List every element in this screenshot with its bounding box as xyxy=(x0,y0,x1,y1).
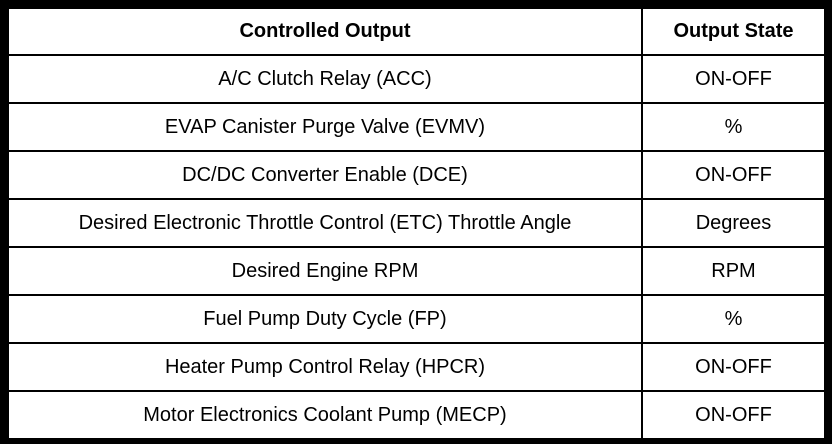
header-row: Controlled Output Output State xyxy=(7,7,826,56)
output-name-cell: Fuel Pump Duty Cycle (FP) xyxy=(7,294,643,344)
header-cell: Controlled Output xyxy=(7,7,643,56)
table-row: Desired Electronic Throttle Control (ETC… xyxy=(7,198,826,248)
output-state-cell: ON-OFF xyxy=(641,150,826,200)
table-row: Heater Pump Control Relay (HPCR) ON-OFF xyxy=(7,342,826,392)
table-row: DC/DC Converter Enable (DCE) ON-OFF xyxy=(7,150,826,200)
output-table: Controlled Output Output State A/C Clutc… xyxy=(7,7,826,440)
table-row: EVAP Canister Purge Valve (EVMV)% xyxy=(7,102,826,152)
output-name-cell: Desired Engine RPM xyxy=(7,246,643,296)
table-row: A/C Clutch Relay (ACC) ON-OFF xyxy=(7,54,826,104)
output-name-cell: EVAP Canister Purge Valve (EVMV) xyxy=(7,102,643,152)
output-state-cell: % xyxy=(641,102,826,152)
output-name-cell: Heater Pump Control Relay (HPCR) xyxy=(7,342,643,392)
table-row: Motor Electronics Coolant Pump (MECP) ON-… xyxy=(7,390,826,440)
table-frame: Controlled Output Output State A/C Clutc… xyxy=(7,7,826,440)
output-state-cell: RPM xyxy=(641,246,826,296)
table-body: A/C Clutch Relay (ACC) ON-OFF EVAP Caniste… xyxy=(7,54,826,440)
output-state-cell: ON-OFF xyxy=(641,342,826,392)
output-name-cell: DC/DC Converter Enable (DCE) xyxy=(7,150,643,200)
output-name-cell: Motor Electronics Coolant Pump (MECP) xyxy=(7,390,643,440)
header-cell: Output State xyxy=(641,7,826,56)
table-row: Desired Engine RPM RPM xyxy=(7,246,826,296)
table-row: Fuel Pump Duty Cycle (FP)% xyxy=(7,294,826,344)
output-name-cell: A/C Clutch Relay (ACC) xyxy=(7,54,643,104)
output-state-cell: ON-OFF xyxy=(641,390,826,440)
output-state-cell: Degrees xyxy=(641,198,826,248)
output-state-cell: ON-OFF xyxy=(641,54,826,104)
output-state-cell: % xyxy=(641,294,826,344)
output-name-cell: Desired Electronic Throttle Control (ETC… xyxy=(7,198,643,248)
